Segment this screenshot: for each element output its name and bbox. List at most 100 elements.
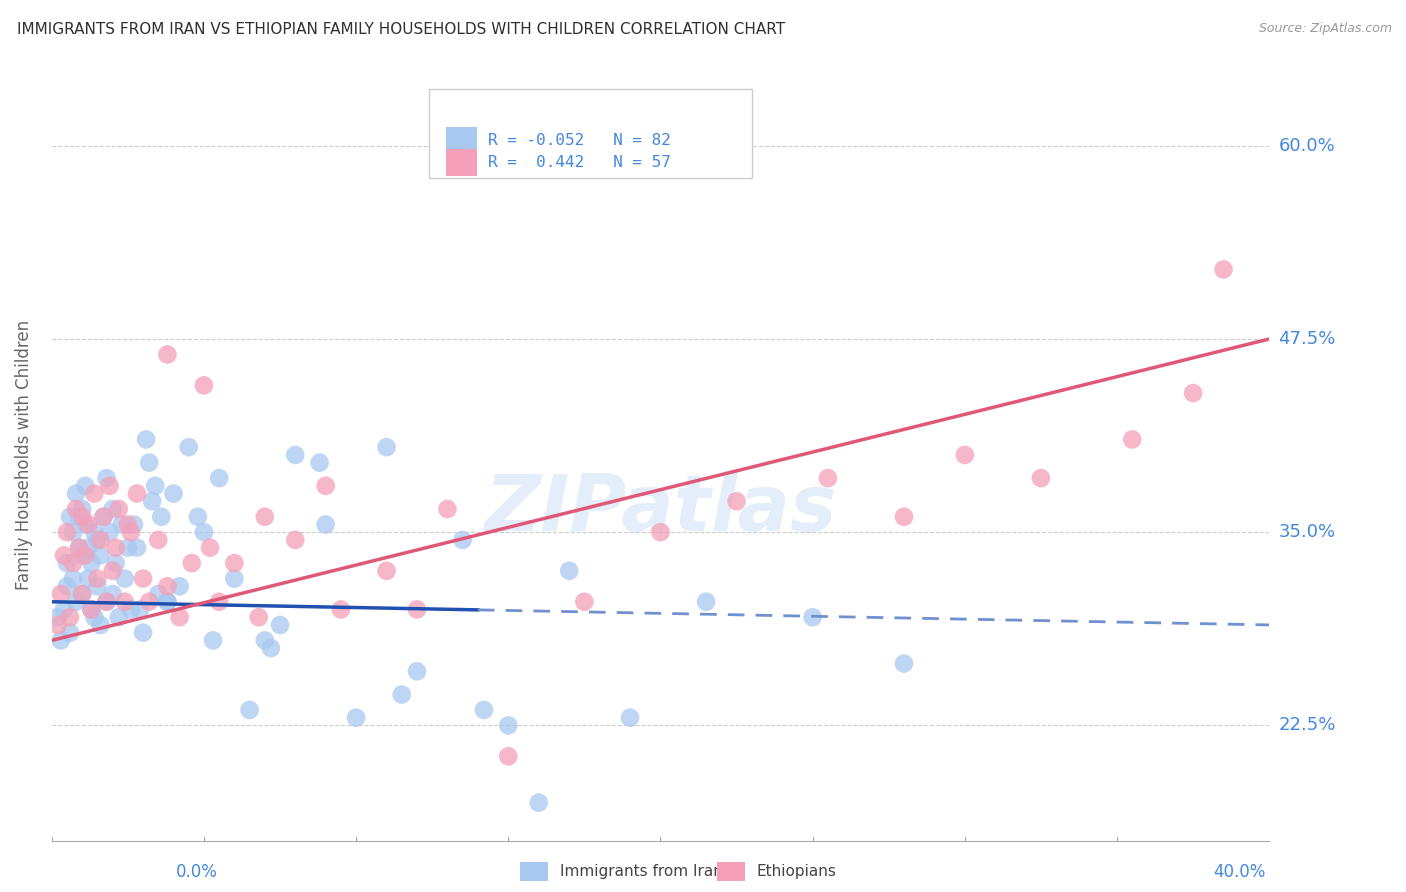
Point	[1029, 471, 1052, 485]
Point	[169, 579, 191, 593]
Text: Ethiopians: Ethiopians	[756, 864, 837, 879]
Point	[65, 595, 87, 609]
Point	[70, 502, 93, 516]
Point	[269, 618, 291, 632]
Point	[67, 541, 90, 555]
Point	[132, 572, 155, 586]
Point	[344, 711, 367, 725]
Point	[86, 533, 108, 547]
Point	[98, 525, 121, 540]
Point	[98, 479, 121, 493]
Text: ZIPatlas: ZIPatlas	[484, 471, 837, 547]
Point	[80, 556, 103, 570]
Point	[202, 633, 225, 648]
Point	[162, 486, 184, 500]
Point	[156, 595, 179, 609]
Point	[129, 602, 152, 616]
Text: R =  0.442   N = 57: R = 0.442 N = 57	[488, 155, 671, 169]
Point	[56, 556, 79, 570]
Point	[70, 587, 93, 601]
Point	[56, 579, 79, 593]
Point	[52, 602, 75, 616]
Point	[208, 471, 231, 485]
Point	[96, 595, 118, 609]
Y-axis label: Family Households with Children: Family Households with Children	[15, 320, 32, 590]
Point	[619, 711, 641, 725]
Point	[498, 749, 520, 764]
Point	[107, 502, 129, 516]
Point	[56, 525, 79, 540]
Point	[107, 610, 129, 624]
Point	[59, 610, 82, 624]
Point	[451, 533, 474, 547]
Point	[284, 448, 307, 462]
Point	[77, 517, 100, 532]
Point	[329, 602, 352, 616]
Point	[46, 618, 69, 632]
Text: 35.0%: 35.0%	[1278, 524, 1336, 541]
Point	[156, 595, 179, 609]
Point	[893, 657, 915, 671]
Point	[208, 595, 231, 609]
Point	[406, 665, 429, 679]
Point	[375, 564, 398, 578]
Point	[650, 525, 672, 540]
Point	[260, 641, 283, 656]
Point	[893, 509, 915, 524]
Point	[86, 572, 108, 586]
Point	[62, 572, 84, 586]
Point	[93, 509, 115, 524]
Point	[574, 595, 596, 609]
Point	[150, 509, 173, 524]
Point	[83, 486, 105, 500]
Point	[156, 579, 179, 593]
Point	[138, 595, 160, 609]
Point	[406, 602, 429, 616]
Point	[65, 502, 87, 516]
Point	[224, 556, 246, 570]
Point	[193, 525, 215, 540]
Point	[67, 509, 90, 524]
Point	[284, 533, 307, 547]
Point	[80, 602, 103, 616]
Point	[70, 509, 93, 524]
Point	[953, 448, 976, 462]
Point	[135, 433, 157, 447]
Point	[101, 587, 124, 601]
Point	[472, 703, 495, 717]
Text: 40.0%: 40.0%	[1213, 863, 1265, 881]
Point	[1121, 433, 1143, 447]
Point	[101, 564, 124, 578]
Point	[46, 610, 69, 624]
Text: IMMIGRANTS FROM IRAN VS ETHIOPIAN FAMILY HOUSEHOLDS WITH CHILDREN CORRELATION CH: IMMIGRANTS FROM IRAN VS ETHIOPIAN FAMILY…	[17, 22, 785, 37]
Point	[111, 517, 134, 532]
Point	[247, 610, 270, 624]
Point	[177, 440, 200, 454]
Point	[125, 541, 148, 555]
Point	[148, 587, 170, 601]
Point	[143, 479, 166, 493]
Text: Source: ZipAtlas.com: Source: ZipAtlas.com	[1258, 22, 1392, 36]
Point	[104, 541, 127, 555]
Point	[141, 494, 163, 508]
Point	[558, 564, 581, 578]
Point	[49, 633, 72, 648]
Point	[117, 541, 139, 555]
Point	[375, 440, 398, 454]
Point	[96, 471, 118, 485]
Point	[169, 610, 191, 624]
Point	[120, 525, 142, 540]
Point	[65, 486, 87, 500]
Point	[59, 509, 82, 524]
Text: Immigrants from Iran: Immigrants from Iran	[560, 864, 723, 879]
Point	[75, 517, 97, 532]
Point	[80, 602, 103, 616]
Point	[96, 595, 118, 609]
Text: 60.0%: 60.0%	[1278, 136, 1336, 155]
Point	[62, 525, 84, 540]
Point	[180, 556, 202, 570]
Point	[59, 625, 82, 640]
Point	[83, 610, 105, 624]
Point	[817, 471, 839, 485]
Text: 47.5%: 47.5%	[1278, 330, 1336, 348]
